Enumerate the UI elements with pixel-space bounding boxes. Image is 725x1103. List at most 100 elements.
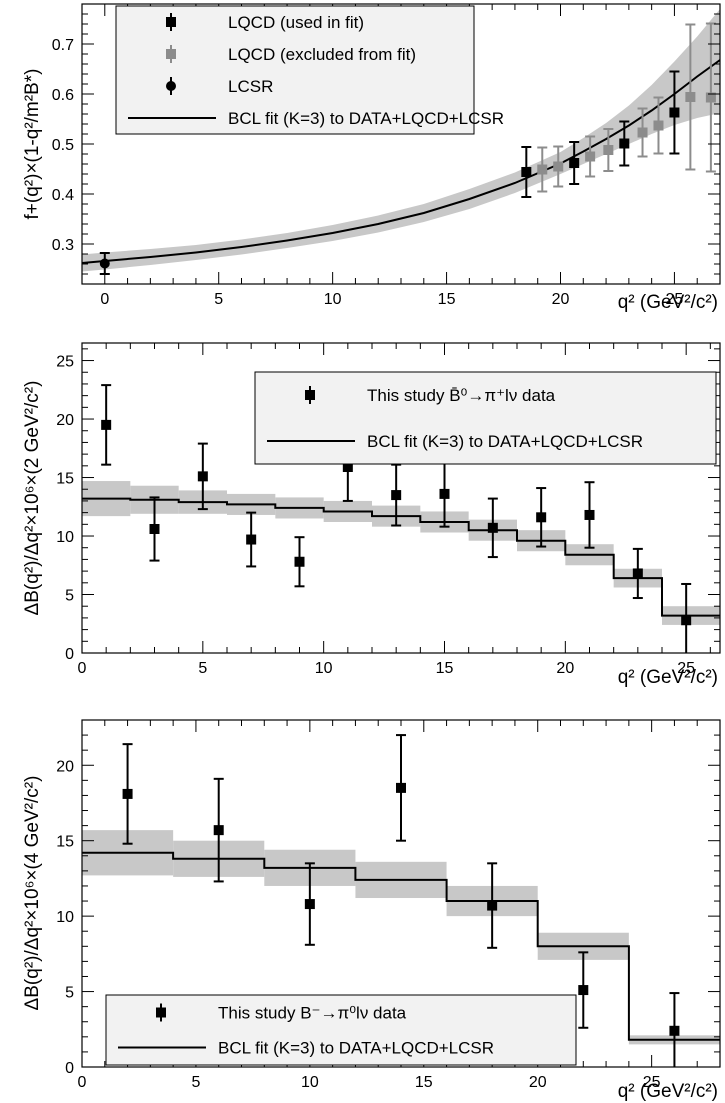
data-point	[213, 825, 224, 836]
data-point	[637, 127, 648, 138]
data-point	[632, 568, 643, 579]
plot-frame	[81, 342, 721, 654]
y-tick-label: 15	[56, 471, 74, 488]
x-tick-label: 10	[324, 291, 342, 308]
data-point	[197, 471, 208, 482]
data-point	[122, 788, 133, 799]
panel-form-factor: 0 5 10 15 20 25 0.3 0.4 0.5 0.6 0.7 q² (GeV²/c²) f+(…	[22, 3, 721, 313]
x-axis-title: q² (GeV²/c²)	[618, 667, 718, 688]
data-point	[521, 167, 532, 177]
legend-marker	[166, 81, 176, 91]
legend-box	[254, 371, 717, 465]
legend-label: This study B⁻→π⁰lν data	[218, 1004, 407, 1023]
x-tick-label: 5	[198, 660, 207, 677]
panel-bminus-spectrum: 0 5 10 15 20 25 0 5 10 15 20 q² (GeV²/c²) ΔB(q²)/Δq²…	[22, 719, 721, 1102]
y-tick-label: 20	[56, 412, 74, 429]
y-tick-label: 0.3	[52, 237, 74, 254]
x-tick-label: 15	[436, 660, 454, 677]
data-point	[669, 1025, 680, 1036]
y-tick-label: 0.6	[52, 87, 74, 104]
plot-area	[82, 734, 720, 1067]
data-point	[391, 490, 402, 501]
data-point	[396, 782, 406, 793]
legend-marker	[166, 17, 176, 27]
data-point	[149, 524, 160, 534]
legend-marker	[166, 49, 176, 59]
plot-area	[82, 384, 720, 653]
data-point	[487, 522, 498, 533]
x-tick-label: 20	[529, 1074, 547, 1091]
legend-label: LQCD (used in fit)	[228, 13, 364, 32]
y-tick-label: 0.5	[52, 137, 74, 154]
legend-box	[115, 5, 475, 135]
fit-curve	[82, 59, 720, 264]
data-point	[439, 488, 450, 499]
y-tick-label: 5	[65, 588, 74, 605]
x-tick-label: 0	[100, 291, 109, 308]
x-tick-label: 10	[301, 1074, 319, 1091]
x-tick-label: 0	[78, 1074, 87, 1091]
data-point	[304, 899, 315, 910]
fit-histogram	[82, 497, 720, 617]
x-tick-label: 10	[315, 660, 333, 677]
data-point	[553, 161, 564, 172]
legend-marker	[156, 1007, 166, 1018]
y-tick-label: 15	[56, 834, 74, 851]
y-tick-label: 25	[56, 354, 74, 371]
data-point	[342, 462, 353, 472]
x-tick-label: 0	[78, 660, 87, 677]
legend-label: LQCD (excluded from fit)	[228, 45, 416, 64]
x-tick-label: 15	[415, 1074, 433, 1091]
legend-label: BCL fit (K=3) to DATA+LQCD+LCSR	[218, 1039, 494, 1058]
y-tick-label: 0.7	[52, 37, 74, 54]
data-point	[653, 120, 664, 131]
x-tick-label: 25	[677, 660, 695, 677]
x-tick-label: 5	[214, 291, 223, 308]
legend-marker	[305, 390, 315, 400]
data-point	[101, 419, 112, 430]
y-tick-label: 10	[56, 909, 74, 926]
data-point	[537, 164, 548, 175]
y-axis-title: ΔB(q²)/Δq²×10⁶×(4 GeV²/c²)	[22, 776, 43, 1011]
x-tick-label: 25	[666, 291, 684, 308]
x-axis-title: q² (GeV²/c²)	[618, 1081, 718, 1102]
y-axis-title: f+(q²)×(1-q²/m²B*)	[22, 69, 43, 220]
y-tick-label: 20	[56, 758, 74, 775]
plot-area	[82, 9, 720, 275]
y-axis-title: ΔB(q²)/Δq²×10⁶×(2 GeV²/c²)	[22, 381, 43, 616]
legend-label: BCL fit (K=3) to DATA+LQCD+LCSR	[367, 432, 643, 451]
data-point	[669, 107, 680, 118]
y-tick-label: 0.4	[52, 187, 74, 204]
data-point	[578, 985, 589, 996]
data-point	[99, 258, 110, 269]
x-tick-label: 20	[556, 660, 574, 677]
y-tick-label: 5	[65, 985, 74, 1002]
x-tick-label: 25	[643, 1074, 661, 1091]
data-point	[685, 92, 696, 102]
legend-label: LCSR	[228, 77, 273, 96]
x-tick-label: 5	[191, 1074, 200, 1091]
data-point	[536, 512, 547, 523]
legend-box	[105, 994, 577, 1066]
y-tick-label: 10	[56, 529, 74, 546]
y-tick-label: 0	[65, 1060, 74, 1077]
data-point	[584, 509, 595, 520]
legend: This study B̄⁰→π⁺lν data BCL fit (K=3) to…	[254, 371, 717, 465]
legend: LQCD (used in fit) LQCD (excluded from fi…	[115, 5, 504, 135]
data-point	[619, 138, 630, 149]
legend: This study B⁻→π⁰lν data BCL fit (K=3) to …	[105, 994, 577, 1066]
legend-label: BCL fit (K=3) to DATA+LQCD+LCSR	[228, 109, 504, 128]
legend-label: This study B̄⁰→π⁺lν data	[367, 386, 556, 405]
x-tick-label: 20	[552, 291, 570, 308]
data-point	[705, 92, 716, 103]
data-point	[294, 556, 305, 567]
data-point	[681, 615, 692, 626]
fit-histogram	[82, 851, 720, 1041]
x-axis-title: q² (GeV²/c²)	[618, 292, 718, 313]
data-point	[585, 151, 596, 162]
data-point	[246, 534, 257, 545]
data-point	[569, 158, 580, 168]
x-tick-label: 15	[438, 291, 456, 308]
